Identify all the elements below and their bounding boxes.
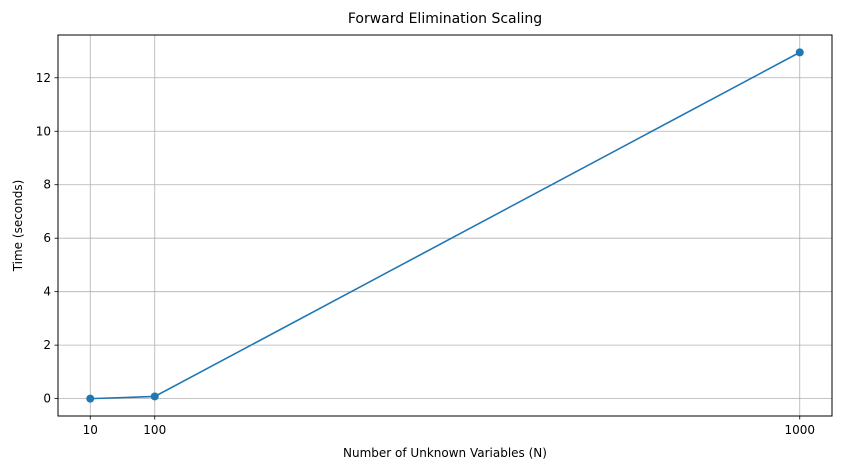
data-point [150, 392, 159, 401]
y-tick-label: 12 [36, 71, 51, 85]
data-point [795, 48, 804, 57]
y-tick-label: 6 [43, 231, 51, 245]
series-layer [86, 48, 804, 403]
x-tick-label: 100 [143, 423, 166, 437]
chart-title: Forward Elimination Scaling [348, 11, 542, 27]
data-point [86, 394, 95, 403]
y-tick-label: 8 [43, 178, 51, 192]
x-tick-label: 1000 [784, 423, 815, 437]
x-axis-label: Number of Unknown Variables (N) [343, 446, 547, 460]
y-tick-label: 0 [43, 392, 51, 406]
y-tick-label: 10 [36, 124, 51, 138]
grid [58, 35, 832, 416]
y-tick-label: 4 [43, 285, 51, 299]
y-axis-label: Time (seconds) [11, 180, 25, 273]
tick-layer: 10 100 1000 0 2 4 6 8 10 12 [36, 71, 815, 437]
y-tick-label: 2 [43, 338, 51, 352]
plot-frame [57, 34, 833, 417]
x-tick-label: 10 [83, 423, 98, 437]
